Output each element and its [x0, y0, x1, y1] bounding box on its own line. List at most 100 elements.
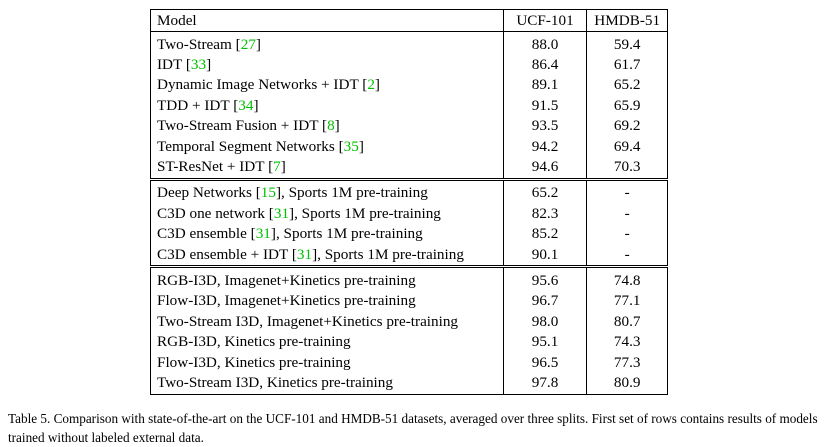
table-row: Two-Stream I3D, Imagenet+Kinetics pre-tr…	[150, 311, 668, 332]
model-name: Two-Stream [	[157, 35, 241, 53]
citation-link[interactable]: 31	[255, 225, 271, 243]
table-row: RGB-I3D, Imagenet+Kinetics pre-training 9…	[150, 265, 668, 291]
ucf101-score: 96.5	[502, 351, 588, 373]
model-name: Two-Stream I3D, Imagenet+Kinetics pre-tr…	[157, 312, 459, 330]
model-name-suffix: ], Sports 1M pre-training	[312, 245, 464, 263]
hmdb51-score: -	[586, 243, 668, 268]
table-row: IDT [33] 86.4 61.7	[150, 54, 668, 75]
model-cell: Two-Stream I3D, Imagenet+Kinetics pre-tr…	[150, 311, 504, 332]
header-model: Model	[150, 9, 504, 32]
citation-link[interactable]: 7	[273, 158, 281, 176]
hmdb51-score: 74.3	[586, 331, 668, 352]
model-cell: IDT [33]	[150, 54, 504, 75]
model-name: Deep Networks [	[157, 184, 261, 202]
table-row: TDD + IDT [34] 91.5 65.9	[150, 95, 668, 116]
citation-link[interactable]: 31	[296, 245, 313, 263]
hmdb51-score: 77.1	[586, 290, 668, 312]
table-row: ST-ResNet + IDT [7] 94.6 70.3	[150, 156, 668, 180]
table-row: Flow-I3D, Kinetics pre-training 96.5 77.3	[150, 351, 668, 373]
model-name: C3D ensemble + IDT [	[157, 245, 297, 263]
table-row: Temporal Segment Networks [35] 94.2 69.4	[150, 135, 668, 157]
citation-link[interactable]: 15	[260, 184, 276, 202]
ucf101-score: 88.0	[502, 31, 588, 55]
citation-link[interactable]: 27	[240, 35, 256, 53]
model-name-suffix: ]	[255, 35, 261, 53]
model-name-suffix: ]	[253, 96, 259, 114]
model-cell: TDD + IDT [34]	[150, 95, 504, 116]
ucf101-score: 93.5	[502, 115, 588, 136]
ucf101-score: 65.2	[502, 177, 588, 204]
hmdb51-score: 65.9	[586, 95, 668, 116]
model-name: Temporal Segment Networks [	[157, 137, 344, 155]
model-name-suffix: ], Sports 1M pre-training	[270, 225, 423, 243]
model-name: ST-ResNet + IDT [	[157, 158, 274, 176]
citation-link[interactable]: 35	[343, 137, 359, 155]
model-name: IDT [	[157, 56, 191, 74]
hmdb51-score: 59.4	[586, 31, 668, 55]
ucf101-score: 94.2	[502, 135, 588, 157]
hmdb51-score: 61.7	[586, 54, 668, 75]
model-name-suffix: ], Sports 1M pre-training	[275, 184, 428, 202]
hmdb51-score: 77.3	[586, 351, 668, 373]
ucf101-score: 97.8	[502, 372, 588, 395]
ucf101-score: 86.4	[502, 54, 588, 75]
citation-link[interactable]: 34	[238, 96, 254, 114]
model-name-suffix: ]	[358, 137, 364, 155]
header-row: Model UCF-101 HMDB-51	[150, 9, 668, 32]
model-name: Flow-I3D, Imagenet+Kinetics pre-training	[157, 292, 416, 310]
citation-link[interactable]: 8	[327, 117, 335, 135]
table-row: Two-Stream I3D, Kinetics pre-training 97.…	[150, 372, 668, 395]
model-name: TDD + IDT [	[157, 96, 239, 114]
table-caption: Table 5. Comparison with state-of-the-ar…	[8, 411, 818, 445]
table-row: Two-Stream [27] 88.0 59.4	[150, 31, 668, 55]
model-name-suffix: ]	[374, 76, 380, 94]
hmdb51-score: 69.4	[586, 135, 668, 157]
citation-link[interactable]: 31	[273, 204, 290, 222]
model-name: Flow-I3D, Kinetics pre-training	[157, 353, 351, 371]
ucf101-score: 98.0	[502, 311, 588, 332]
hmdb51-score: 80.7	[586, 311, 668, 332]
model-cell: Deep Networks [15], Sports 1M pre-traini…	[150, 177, 504, 204]
hmdb51-score: 80.9	[586, 372, 668, 395]
ucf101-score: 94.6	[502, 156, 588, 180]
citation-link[interactable]: 2	[367, 76, 375, 94]
header-ucf101: UCF-101	[502, 9, 588, 32]
ucf101-score: 95.1	[502, 331, 588, 352]
hmdb51-score: 65.2	[586, 74, 668, 96]
model-name-suffix: ]	[206, 56, 212, 74]
hmdb51-score: 69.2	[586, 115, 668, 136]
model-cell: Two-Stream Fusion + IDT [8]	[150, 115, 504, 136]
model-name-suffix: ]	[334, 117, 340, 135]
model-cell: RGB-I3D, Kinetics pre-training	[150, 331, 504, 352]
model-cell: Two-Stream I3D, Kinetics pre-training	[150, 372, 504, 395]
model-cell: Two-Stream [27]	[150, 31, 504, 55]
table-row: C3D one network [31], Sports 1M pre-trai…	[150, 203, 668, 224]
model-cell: ST-ResNet + IDT [7]	[150, 156, 504, 180]
model-name: Two-Stream Fusion + IDT [	[157, 117, 328, 135]
citation-link[interactable]: 33	[190, 56, 207, 74]
ucf101-score: 95.6	[502, 265, 588, 291]
table-row: Two-Stream Fusion + IDT [8] 93.5 69.2	[150, 115, 668, 136]
table-row: Flow-I3D, Imagenet+Kinetics pre-training…	[150, 290, 668, 312]
hmdb51-score: -	[586, 223, 668, 244]
row-group-1: Two-Stream [27] 88.0 59.4 IDT [33] 86.4 61.7 D…	[150, 31, 668, 180]
table-row: Dynamic Image Networks + IDT [2] 89.1 65.2	[150, 74, 668, 96]
model-cell: Dynamic Image Networks + IDT [2]	[150, 74, 504, 96]
model-name: Dynamic Image Networks + IDT [	[157, 76, 368, 94]
table-row: Deep Networks [15], Sports 1M pre-traini…	[150, 177, 668, 204]
hmdb51-score: -	[586, 177, 668, 204]
ucf101-score: 91.5	[502, 95, 588, 116]
model-name-suffix: ], Sports 1M pre-training	[289, 204, 441, 222]
table-row: C3D ensemble + IDT [31], Sports 1M pre-t…	[150, 243, 668, 268]
hmdb51-score: 74.8	[586, 265, 668, 291]
results-table: Model UCF-101 HMDB-51 Two-Stream [27] 88.…	[150, 9, 668, 395]
model-cell: C3D one network [31], Sports 1M pre-trai…	[150, 203, 504, 224]
hmdb51-score: 70.3	[586, 156, 668, 180]
row-group-3: RGB-I3D, Imagenet+Kinetics pre-training 9…	[150, 265, 668, 395]
row-group-2: Deep Networks [15], Sports 1M pre-traini…	[150, 177, 668, 268]
ucf101-score: 89.1	[502, 74, 588, 96]
model-cell: C3D ensemble + IDT [31], Sports 1M pre-t…	[150, 243, 504, 268]
ucf101-score: 90.1	[502, 243, 588, 268]
model-name-suffix: ]	[280, 158, 286, 176]
model-name: RGB-I3D, Imagenet+Kinetics pre-training	[157, 271, 416, 289]
